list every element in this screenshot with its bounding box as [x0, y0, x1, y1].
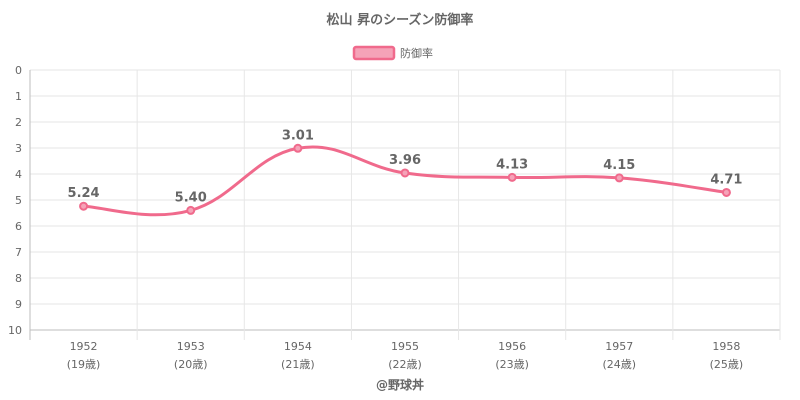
data-label: 5.24 [68, 186, 100, 201]
y-tick-label: 4 [15, 168, 22, 181]
footer-credit: @野球丼 [376, 377, 424, 392]
x-tick-sublabel: (19歳) [67, 358, 101, 371]
x-tick-sublabel: (24歳) [602, 358, 636, 371]
y-tick-label: 8 [15, 272, 22, 285]
data-point[interactable] [79, 201, 89, 211]
data-label: 4.13 [496, 157, 528, 172]
y-tick-label: 0 [15, 64, 22, 77]
chart-title: 松山 昇のシーズン防御率 [327, 12, 474, 28]
x-tick-label: 1954 [284, 340, 312, 353]
x-tick-label: 1953 [177, 340, 205, 353]
y-tick-label: 10 [8, 324, 22, 337]
legend-swatch [352, 45, 396, 61]
x-tick-sublabel: (23歳) [495, 358, 529, 371]
x-tick-label: 1952 [70, 340, 98, 353]
y-tick-label: 5 [15, 194, 22, 207]
y-tick-label: 6 [15, 220, 22, 233]
y-tick-label: 2 [15, 116, 22, 129]
x-tick-label: 1956 [498, 340, 526, 353]
x-tick-sublabel: (22歳) [388, 358, 422, 371]
data-label: 3.96 [389, 153, 421, 168]
data-label-layer: 5.24 5.40 3.01 3.96 4.13 4.15 4.71 [68, 128, 743, 205]
y-tick-label: 1 [15, 90, 22, 103]
data-label: 4.15 [603, 158, 635, 173]
data-point[interactable] [507, 172, 517, 182]
legend[interactable]: 防御率 [352, 45, 433, 61]
data-point[interactable] [186, 205, 196, 215]
data-point[interactable] [614, 173, 624, 183]
series-layer [79, 143, 731, 217]
data-point[interactable] [400, 168, 410, 178]
y-tick-label: 9 [15, 298, 22, 311]
x-tick-sublabel: (21歳) [281, 358, 315, 371]
y-axis: 0 1 2 3 4 5 6 7 8 9 10 [8, 64, 22, 337]
data-label: 5.40 [175, 190, 207, 205]
data-label: 4.71 [710, 172, 742, 187]
x-tick-sublabel: (20歳) [174, 358, 208, 371]
y-tick-label: 3 [15, 142, 22, 155]
x-tick-label: 1957 [605, 340, 633, 353]
data-point[interactable] [721, 187, 731, 197]
legend-label: 防御率 [400, 46, 433, 60]
y-tick-label: 7 [15, 246, 22, 259]
x-tick-label: 1955 [391, 340, 419, 353]
x-tick-sublabel: (25歳) [710, 358, 744, 371]
grid-layer [29, 69, 781, 340]
x-axis: 1952 (19歳) 1953 (20歳) 1954 (21歳) 1955 (22歳) 1956… [67, 340, 743, 371]
data-point[interactable] [293, 143, 303, 153]
x-tick-label: 1958 [712, 340, 740, 353]
data-label: 3.01 [282, 128, 314, 143]
